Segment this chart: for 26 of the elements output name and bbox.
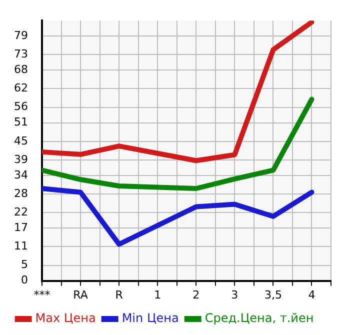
y-tick-label: 45: [14, 134, 28, 148]
y-tick-label: 22: [14, 206, 28, 219]
y-tick-label: 73: [14, 48, 28, 61]
y-tick-label: 68: [14, 63, 28, 76]
x-tick-label: R: [115, 288, 124, 302]
y-tick-label: 62: [14, 82, 28, 95]
y-tick-label: 51: [14, 116, 28, 129]
legend-label: Max Цена: [35, 311, 96, 326]
x-tick-label: 4: [308, 288, 316, 302]
x-tick-label: 2: [192, 288, 200, 302]
y-tick-label: 17: [14, 221, 28, 234]
y-tick-label: 79: [14, 28, 28, 42]
x-tick-label: RA: [73, 288, 88, 302]
x-tick-label: 3: [231, 288, 238, 302]
y-tick-label: 11: [14, 240, 28, 253]
legend-label: Сред.Цена, т.йен: [204, 311, 314, 326]
legend-label: Min Цена: [122, 311, 179, 326]
x-tick-label: ***: [34, 288, 51, 302]
y-tick-label: 0: [20, 274, 28, 287]
x-tick-label: 1: [154, 288, 162, 302]
y-tick-label: 39: [14, 152, 28, 166]
y-tick-label: 56: [14, 100, 28, 114]
x-tick-label: 3,5: [264, 288, 282, 302]
y-tick-label: 34: [14, 168, 28, 182]
y-tick-label: 5: [20, 258, 28, 272]
y-tick-label: 28: [14, 186, 28, 200]
